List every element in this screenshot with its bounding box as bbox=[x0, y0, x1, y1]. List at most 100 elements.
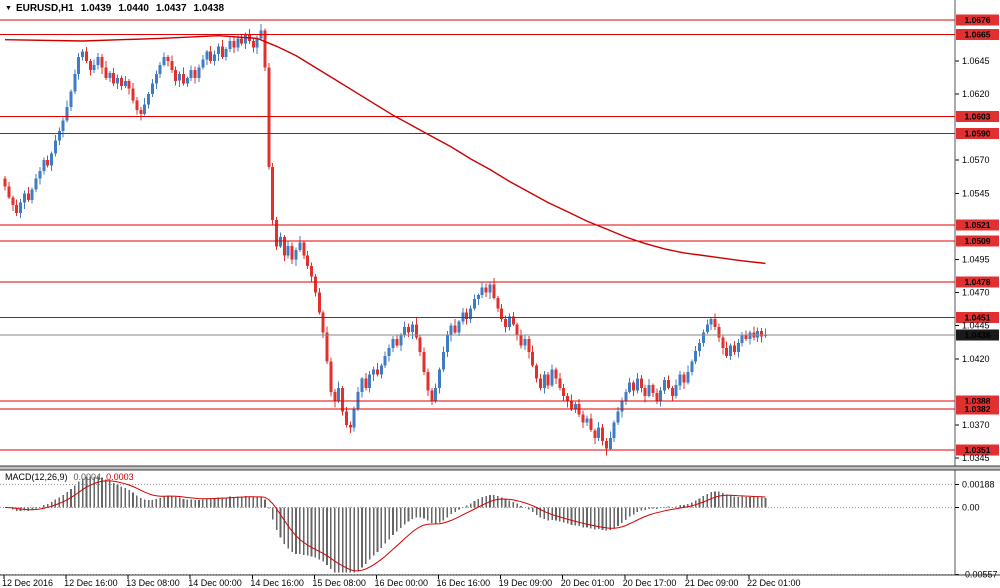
price-level-tag bbox=[956, 219, 999, 231]
candle-body bbox=[601, 427, 604, 441]
candle-body bbox=[453, 325, 457, 333]
candle-body bbox=[3, 178, 7, 187]
candle-body bbox=[659, 390, 663, 402]
candle-body bbox=[282, 237, 286, 256]
candle-body bbox=[42, 160, 46, 171]
candle-body bbox=[232, 41, 236, 48]
candle-body bbox=[422, 352, 426, 372]
candle-body bbox=[736, 342, 740, 353]
candle-body bbox=[298, 242, 302, 251]
candle-body bbox=[46, 160, 50, 166]
price-level-tag-label: 1.0509 bbox=[965, 236, 991, 246]
time-axis-label: 21 Dec 09:00 bbox=[685, 578, 739, 588]
candle-body bbox=[395, 338, 399, 346]
candle-body bbox=[511, 316, 515, 325]
candle-body bbox=[457, 321, 461, 333]
price-level-tag-label: 1.0451 bbox=[965, 313, 991, 323]
candle-body bbox=[236, 38, 240, 48]
price-axis-label: 1.0495 bbox=[962, 254, 990, 264]
candle-body bbox=[178, 74, 182, 81]
candle-body bbox=[570, 401, 573, 409]
candle-body bbox=[597, 427, 601, 439]
candle-body bbox=[263, 30, 267, 68]
price-level-tag-label: 1.0351 bbox=[965, 445, 991, 455]
candle-body bbox=[135, 100, 139, 110]
candle-body bbox=[682, 374, 686, 383]
price-level-tag-label: 1.0676 bbox=[965, 15, 991, 25]
candle-body bbox=[589, 418, 593, 431]
candle-body bbox=[438, 369, 442, 388]
time-axis-label: 16 Dec 00:00 bbox=[374, 578, 428, 588]
candle-body bbox=[139, 109, 143, 114]
candle-body bbox=[100, 56, 104, 68]
candle-body bbox=[624, 391, 628, 402]
candle-body bbox=[496, 297, 500, 309]
candle-body bbox=[562, 387, 566, 396]
panel-separator[interactable] bbox=[0, 466, 1000, 470]
time-axis-label: 12 Dec 16:00 bbox=[64, 578, 118, 588]
time-axis-label: 12 Dec 2016 bbox=[2, 578, 53, 588]
candle-body bbox=[372, 369, 376, 375]
candle-body bbox=[690, 361, 694, 372]
price-axis-label: 1.0370 bbox=[962, 420, 990, 430]
candle-body bbox=[193, 70, 197, 79]
macd-signal-value: 0.0003 bbox=[106, 472, 134, 482]
macd-name: MACD(12,26,9) bbox=[5, 472, 68, 482]
candle-body bbox=[725, 348, 729, 357]
candle-body bbox=[85, 51, 88, 61]
candle-body bbox=[732, 345, 736, 353]
candle-body bbox=[379, 365, 383, 375]
candle-body bbox=[635, 378, 639, 391]
candle-body bbox=[515, 324, 519, 335]
price-level-tag bbox=[956, 111, 999, 122]
candle-body bbox=[441, 352, 445, 370]
candle-body bbox=[484, 287, 488, 293]
candle-body bbox=[53, 140, 57, 154]
candle-body bbox=[538, 378, 542, 388]
candle-body bbox=[612, 422, 616, 439]
candle-body bbox=[620, 401, 624, 412]
moving-average-line bbox=[4, 34, 766, 265]
candle-body bbox=[216, 46, 220, 55]
candle-body bbox=[383, 356, 387, 366]
candle-body bbox=[445, 334, 449, 353]
candle-body bbox=[182, 74, 185, 84]
candle-body bbox=[244, 34, 248, 44]
candle-body bbox=[407, 327, 410, 333]
candle-body bbox=[104, 67, 108, 79]
chevron-down-icon[interactable]: ▼ bbox=[5, 5, 12, 12]
time-axis-label: 16 Dec 16:00 bbox=[437, 578, 491, 588]
candle-body bbox=[279, 237, 282, 247]
price-axis-label: 1.0470 bbox=[962, 288, 990, 298]
candle-body bbox=[546, 374, 550, 386]
candle-body bbox=[61, 120, 65, 132]
candle-body bbox=[566, 395, 570, 402]
time-axis-label: 20 Dec 01:00 bbox=[561, 578, 615, 588]
macd-axis-label: 0.00188 bbox=[962, 480, 995, 490]
time-axis-label: 19 Dec 09:00 bbox=[499, 578, 553, 588]
price-axis-label: 1.0545 bbox=[962, 188, 990, 198]
ohlc-low: 1.0437 bbox=[155, 3, 187, 14]
candle-body bbox=[92, 64, 96, 71]
candle-body bbox=[158, 64, 162, 75]
candle-body bbox=[701, 332, 705, 343]
candle-body bbox=[81, 51, 85, 57]
candle-body bbox=[678, 374, 682, 386]
price-level-tag bbox=[956, 312, 999, 324]
candle-body bbox=[376, 369, 379, 375]
candle-body bbox=[531, 352, 535, 366]
current-price-tag bbox=[956, 329, 999, 341]
price-level-tag-label: 1.0665 bbox=[965, 29, 991, 39]
candle-body bbox=[38, 170, 42, 179]
candle-body bbox=[449, 325, 453, 335]
candle-body bbox=[535, 365, 539, 379]
candle-body bbox=[356, 391, 360, 410]
candle-body bbox=[310, 266, 313, 277]
candle-body bbox=[317, 292, 321, 313]
candle-body bbox=[306, 255, 310, 267]
candle-body bbox=[663, 379, 667, 391]
candle-body bbox=[290, 246, 294, 260]
